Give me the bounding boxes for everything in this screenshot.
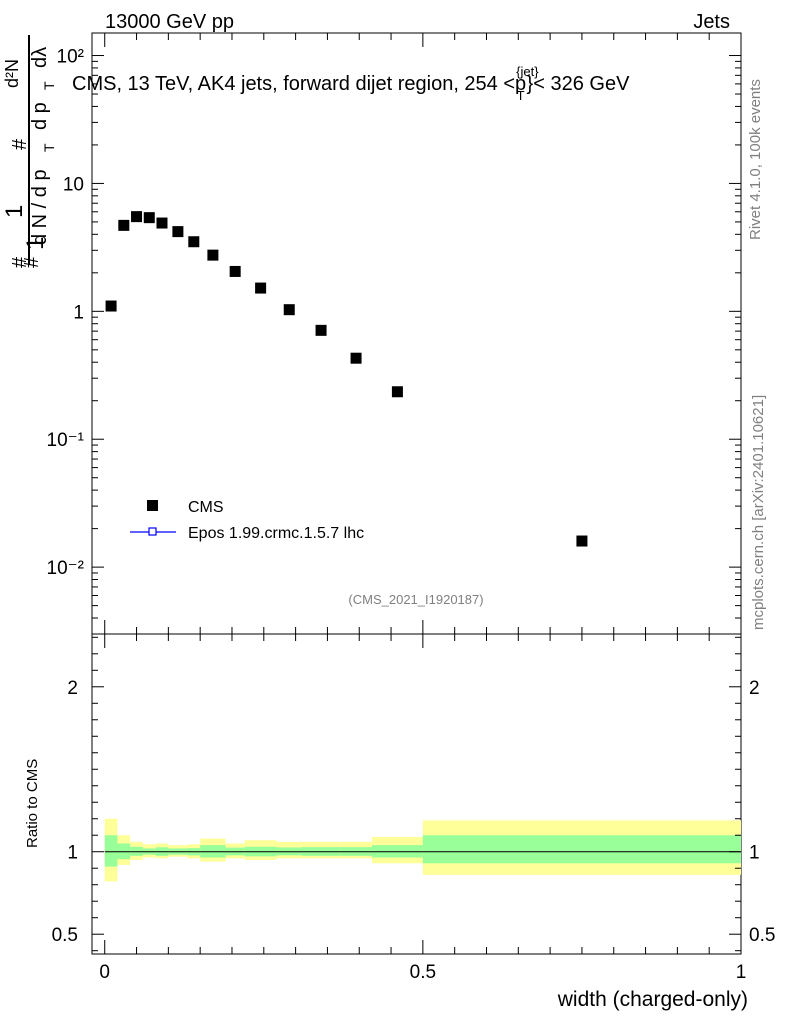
mcplots-label: mcplots.cern.ch [arXiv:2401.10621]: [750, 395, 767, 630]
data-point-cms: [188, 236, 200, 248]
data-points: [105, 211, 588, 547]
main-ytick-label: 10: [63, 174, 84, 195]
main-ytick-label: 1: [73, 302, 84, 323]
legend-epos-label: Epos 1.99.crmc.1.5.7 lhc: [188, 525, 364, 542]
legend-cms-label: CMS: [188, 499, 224, 516]
ratio-ytick-label-right: 2: [749, 678, 760, 699]
main-ylabel-fraction: # 1 d N / d p T # d p T d²N dλ: [1, 35, 57, 268]
data-point-cms: [172, 226, 184, 238]
ratio-yticks: 2 2 1 1 0.5 0.5: [52, 636, 775, 952]
xticks: 0 0.5 1: [99, 33, 746, 983]
legend: CMS Epos 1.99.crmc.1.5.7 lhc: [130, 499, 364, 542]
svg-text:T: T: [41, 81, 57, 90]
svg-text:1: 1: [1, 205, 28, 218]
ratio-frame: [91, 633, 742, 955]
svg-text:dλ: dλ: [29, 47, 51, 68]
header-left: 13000 GeV pp: [105, 11, 234, 33]
analysis-id: (CMS_2021_I1920187): [348, 592, 483, 607]
svg-text:#: #: [9, 256, 31, 268]
svg-text:d²N: d²N: [2, 59, 22, 88]
main-ytick-label: 10⁻²: [47, 558, 85, 579]
data-point-cms: [143, 212, 155, 224]
ratio-ytick-label-right: 1: [749, 843, 760, 864]
data-point-cms: [131, 211, 143, 223]
main-title: CMS, 13 TeV, AK4 jets, forward dijet reg…: [72, 64, 630, 103]
svg-text:d N / d p: d N / d p: [29, 169, 51, 245]
main-yticks: 10² 10 1 10⁻¹ 10⁻²: [47, 47, 741, 635]
ratio-ytick-label-left: 0.5: [52, 925, 78, 946]
svg-text:T: T: [41, 143, 57, 152]
legend-cms-marker: [147, 500, 158, 511]
data-point-cms: [283, 304, 295, 316]
inner-band-bin: [422, 835, 741, 864]
data-point-cms: [350, 352, 362, 364]
data-point-cms: [207, 249, 219, 261]
data-point-cms: [576, 535, 588, 547]
data-point-cms: [118, 219, 130, 231]
xtick-label: 0: [99, 962, 110, 983]
ratio-ytick-label-left: 1: [67, 843, 78, 864]
data-point-cms: [105, 300, 117, 312]
main-ytick-label: 10⁻¹: [47, 430, 85, 451]
data-point-cms: [156, 217, 168, 229]
ratio-ytick-label-left: 2: [67, 678, 78, 699]
inner-band-bin: [104, 835, 118, 867]
ratio-ylabel: Ratio to CMS: [24, 759, 41, 848]
x-axis-label: width (charged-only): [557, 988, 748, 1011]
data-point-cms: [229, 265, 241, 277]
main-frame: [91, 32, 742, 635]
data-point-cms: [315, 324, 327, 336]
rivet-label: Rivet 4.1.0, 100k events: [747, 79, 764, 240]
svg-text:d p: d p: [29, 102, 51, 130]
header-right: Jets: [693, 11, 730, 33]
xtick-label: 0.5: [410, 962, 436, 983]
svg-text:#: #: [21, 256, 43, 268]
ratio-bands: [104, 818, 741, 882]
svg-text:#: #: [9, 138, 31, 150]
xtick-label: 1: [736, 962, 747, 983]
data-point-cms: [255, 282, 267, 294]
ratio-ytick-label-right: 0.5: [749, 925, 775, 946]
data-point-cms: [391, 386, 403, 398]
legend-epos-marker: [148, 527, 157, 536]
main-ytick-label: 10²: [57, 47, 84, 68]
